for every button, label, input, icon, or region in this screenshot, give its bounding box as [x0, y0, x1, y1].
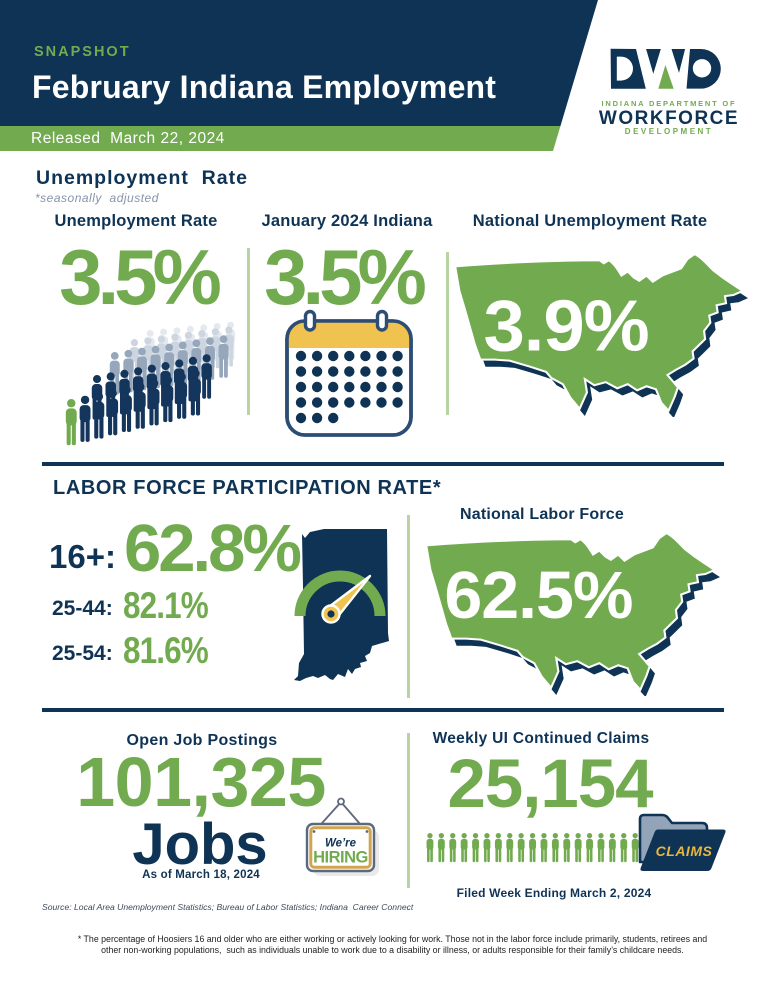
svg-text:3.9%: 3.9% [484, 284, 649, 366]
svg-text:We’re: We’re [325, 838, 357, 850]
svg-text:CLAIMS: CLAIMS [656, 843, 713, 859]
svg-text:62.5%: 62.5% [444, 559, 632, 633]
svg-text:HIRING: HIRING [313, 849, 368, 867]
